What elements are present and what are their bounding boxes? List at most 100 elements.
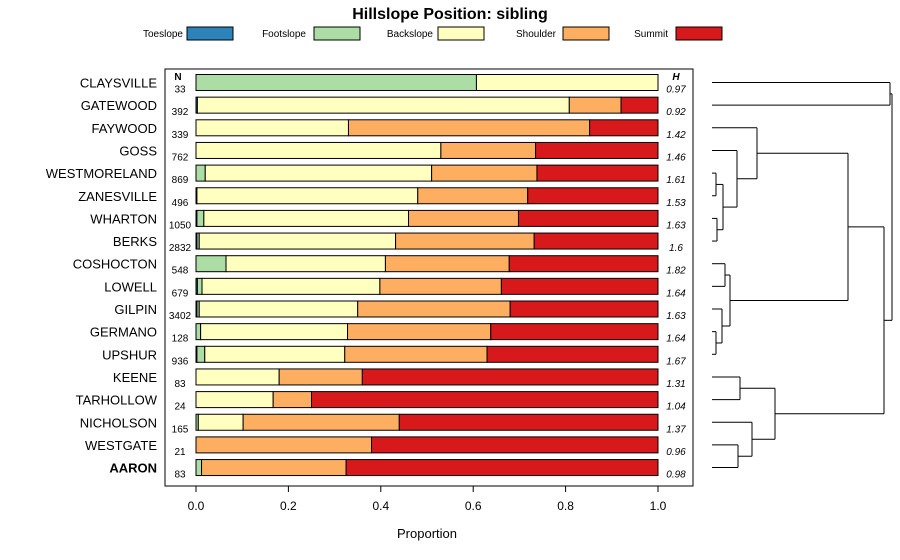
x-tick-label: 0.6	[465, 499, 482, 513]
h-value: 1.61	[666, 175, 685, 186]
category-label: CLAYSVILLE	[80, 76, 157, 91]
category-label: FAYWOOD	[92, 121, 157, 136]
category-label: TARHOLLOW	[76, 393, 158, 408]
h-value: 1.6	[669, 243, 683, 254]
legend-swatch-footslope	[313, 26, 361, 41]
legend-label-toeslope: Toeslope	[143, 29, 183, 40]
bar-segment-shoulder	[347, 119, 591, 137]
bar-segment-summit	[311, 391, 659, 409]
bar-segment-footslope	[196, 277, 203, 295]
h-value: 1.64	[666, 334, 686, 345]
h-value: 1.46	[666, 152, 686, 163]
category-label: GERMANO	[90, 325, 157, 340]
n-value: 83	[174, 470, 186, 481]
plot-frame	[164, 68, 694, 487]
bar-segment-footslope	[195, 74, 477, 91]
bar-rows: CLAYSVILLE 33 0.97 GATEWOOD 392 0.92 FAYWOOD 33…	[46, 74, 686, 481]
bar-segment-shoulder	[568, 96, 622, 114]
x-axis: 0.0 0.2 0.4 0.6 0.8 1.0	[188, 486, 667, 513]
n-value: 392	[172, 107, 189, 118]
bar-segment-shoulder	[344, 345, 488, 363]
bar-segment-summit	[490, 323, 659, 341]
bar-segment-footslope	[195, 459, 203, 477]
bar-segment-backslope	[195, 368, 280, 386]
bar-segment-shoulder	[384, 255, 510, 273]
legend-label-backslope: Backslope	[387, 29, 434, 40]
category-label: KEENE	[113, 370, 157, 385]
category-label: GATEWOOD	[81, 98, 157, 113]
bar-segment-summit	[398, 413, 659, 431]
bar-segment-shoulder	[431, 164, 538, 182]
category-label: WESTMORELAND	[46, 166, 157, 181]
dendrogram	[712, 82, 893, 469]
h-value: 0.92	[666, 107, 686, 118]
bar-segment-backslope	[200, 323, 349, 341]
legend-label-shoulder: Shoulder	[516, 29, 557, 40]
n-value: 679	[172, 288, 189, 299]
category-label: NICHOLSON	[80, 415, 157, 430]
bar-segment-shoulder	[408, 209, 519, 227]
bar-segment-summit	[536, 164, 659, 182]
bar-segment-shoulder	[417, 187, 529, 205]
bar-segment-summit	[620, 96, 659, 114]
bar-segment-summit	[345, 459, 659, 477]
h-value: 1.31	[666, 379, 685, 390]
bar-segment-backslope	[198, 232, 397, 250]
bar-segment-backslope	[204, 164, 433, 182]
x-tick-label: 0.0	[188, 499, 205, 513]
bar-segment-summit	[508, 255, 659, 273]
bar-segment-summit	[361, 368, 659, 386]
h-column-header: H	[672, 72, 680, 83]
bar-segment-shoulder	[242, 413, 400, 431]
n-value: 128	[172, 334, 189, 345]
bar-segment-backslope	[195, 141, 442, 159]
h-value: 1.37	[666, 424, 686, 435]
h-value: 1.63	[666, 311, 686, 322]
h-value: 1.67	[666, 356, 686, 367]
n-value: 496	[172, 198, 189, 209]
n-value: 936	[172, 356, 189, 367]
bar-segment-backslope	[201, 277, 381, 295]
bar-segment-footslope	[195, 255, 227, 273]
bar-segment-shoulder	[201, 459, 347, 477]
n-value: 339	[172, 130, 189, 141]
h-value: 1.63	[666, 220, 686, 231]
chart-title: Hillslope Position: sibling	[352, 6, 548, 23]
category-label: COSHOCTON	[73, 257, 157, 272]
n-value: 869	[172, 175, 189, 186]
bar-segment-summit	[535, 141, 659, 159]
category-label: BERKS	[113, 234, 157, 249]
category-label: LOWELL	[104, 279, 157, 294]
bar-segment-backslope	[475, 74, 659, 91]
bar-segment-backslope	[225, 255, 386, 273]
legend-swatch-toeslope	[186, 26, 234, 41]
bar-segment-backslope	[203, 209, 410, 227]
bar-segment-summit	[509, 300, 659, 318]
category-label: GOSS	[119, 143, 157, 158]
bar-segment-summit	[589, 119, 659, 137]
bar-segment-shoulder	[395, 232, 535, 250]
bar-segment-backslope	[196, 187, 419, 205]
bar-segment-backslope	[204, 345, 346, 363]
bar-segment-shoulder	[379, 277, 502, 295]
bar-segment-shoulder	[195, 436, 373, 454]
category-label: GILPIN	[114, 302, 157, 317]
bar-segment-shoulder	[272, 391, 312, 409]
n-value: 3402	[169, 311, 192, 322]
legend-label-summit: Summit	[634, 29, 668, 40]
h-value: 0.96	[666, 447, 686, 458]
h-value: 1.82	[666, 266, 686, 277]
legend-label-footslope: Footslope	[262, 29, 306, 40]
legend-swatch-summit	[675, 26, 723, 41]
n-column-header: N	[174, 72, 181, 83]
bar-segment-summit	[533, 232, 659, 250]
x-axis-label: Proportion	[397, 526, 457, 541]
x-tick-label: 0.8	[557, 499, 574, 513]
bar-segment-backslope	[195, 119, 349, 137]
n-value: 83	[174, 379, 186, 390]
bar-segment-summit	[371, 436, 659, 454]
n-value: 1050	[169, 220, 192, 231]
bar-segment-footslope	[195, 164, 206, 182]
bar-segment-shoulder	[347, 323, 492, 341]
bar-segment-footslope	[195, 323, 202, 341]
